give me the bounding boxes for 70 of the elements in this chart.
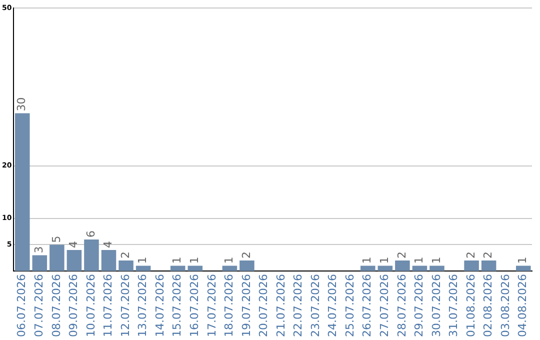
data-label: 2 — [240, 252, 253, 258]
data-label: 2 — [118, 252, 132, 258]
data-label: 1 — [412, 256, 426, 264]
data-label: 1 — [222, 256, 236, 264]
bar — [118, 260, 134, 272]
x-tick-label: 28.07.2026 — [395, 274, 408, 338]
bar — [14, 113, 30, 272]
data-label: 1 — [378, 256, 392, 264]
data-label: 5 — [50, 236, 63, 243]
data-label: 3 — [32, 246, 46, 254]
bar — [516, 266, 531, 272]
data-label: 2 — [395, 252, 408, 258]
data-label: 1 — [360, 256, 374, 264]
bar — [412, 266, 428, 272]
bar — [84, 239, 99, 272]
bar — [170, 266, 186, 272]
data-label: 1 — [170, 256, 184, 264]
x-tick-label: 10.07.2026 — [84, 274, 98, 338]
x-tick-label: 02.08.2026 — [482, 274, 495, 338]
x-tick-label: 19.07.2026 — [240, 274, 253, 338]
x-tick-label: 30.07.2026 — [430, 274, 443, 338]
x-tick-label: 08.07.2026 — [50, 274, 63, 338]
x-tick-label: 18.07.2026 — [222, 274, 236, 338]
x-tick-label: 16.07.2026 — [188, 274, 201, 338]
x-tick-label: 23.07.2026 — [308, 274, 322, 338]
x-tick-label: 24.07.2026 — [326, 274, 340, 338]
data-label: 1 — [516, 256, 530, 264]
data-label: 2 — [482, 252, 495, 258]
bar — [50, 244, 64, 272]
data-label: 1 — [188, 256, 201, 264]
x-tick-label: 31.07.2026 — [447, 274, 460, 338]
x-tick-label: 03.08.2026 — [498, 274, 512, 338]
x-tick-label: 06.07.2026 — [15, 274, 28, 338]
x-tick-label: 12.07.2026 — [118, 274, 132, 338]
x-tick-label: 01.08.2026 — [464, 274, 478, 338]
x-tick-label: 29.07.2026 — [412, 274, 426, 338]
x-tick-label: 04.08.2026 — [516, 274, 530, 338]
bar — [481, 260, 496, 272]
x-tick-label: 17.07.2026 — [205, 274, 218, 338]
data-label: 30 — [15, 97, 28, 112]
data-label: 1 — [430, 256, 443, 264]
bar — [222, 266, 238, 272]
data-label: 4 — [67, 240, 80, 248]
data-label: 2 — [464, 252, 478, 258]
x-tick-label: 11.07.2026 — [102, 274, 115, 338]
x-tick-label: 22.07.2026 — [292, 274, 305, 338]
bar — [378, 266, 393, 272]
data-label: 6 — [84, 230, 98, 238]
x-tick-label: 07.07.2026 — [32, 274, 46, 338]
x-tick-label: 26.07.2026 — [360, 274, 374, 338]
bar — [136, 266, 151, 272]
bar — [240, 260, 254, 272]
x-tick-label: 15.07.2026 — [170, 274, 184, 338]
x-tick-label: 13.07.2026 — [136, 274, 150, 338]
data-label: 4 — [102, 240, 115, 248]
x-tick-label: 20.07.2026 — [257, 274, 270, 338]
bar — [66, 250, 82, 272]
x-tick-label: 09.07.2026 — [67, 274, 80, 338]
x-tick-label: 14.07.2026 — [153, 274, 166, 338]
bar — [464, 260, 479, 272]
x-tick-label: 27.07.2026 — [378, 274, 392, 338]
bar — [188, 266, 203, 272]
x-tick-label: 25.07.2026 — [343, 274, 356, 338]
bar — [32, 255, 48, 272]
bar — [101, 250, 116, 272]
bar — [395, 260, 410, 272]
bar — [430, 266, 444, 272]
data-label: 1 — [136, 256, 150, 264]
x-tick-label: 21.07.2026 — [274, 274, 288, 338]
bar — [360, 266, 376, 272]
